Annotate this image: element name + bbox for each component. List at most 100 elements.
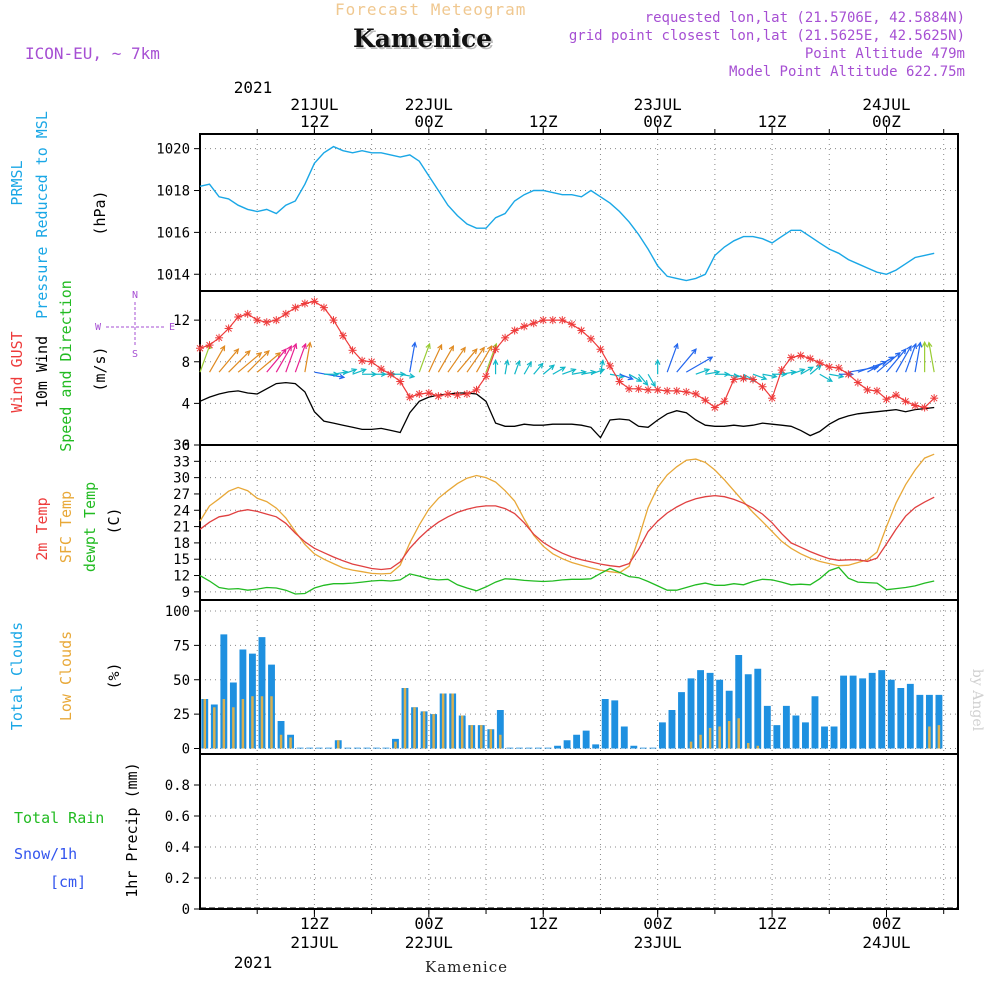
low-cloud-bar bbox=[279, 734, 283, 749]
wind-arrow-head bbox=[425, 342, 431, 350]
gust-marker bbox=[777, 366, 786, 375]
gust-marker bbox=[339, 331, 348, 340]
total-cloud-bar bbox=[735, 655, 743, 749]
gust-marker-d2 bbox=[301, 300, 309, 307]
y-tick-label: 75 bbox=[173, 638, 190, 654]
gust-marker bbox=[482, 372, 491, 381]
wind-arrow-head bbox=[921, 340, 928, 347]
y-tick-label: 0 bbox=[182, 902, 190, 918]
gust-marker bbox=[729, 375, 738, 384]
wind-arrow bbox=[695, 368, 711, 375]
wind-arrow-shaft bbox=[695, 368, 710, 375]
gust-marker-d2 bbox=[196, 344, 204, 352]
gust-marker-d2 bbox=[806, 355, 814, 362]
wind-arrow-shaft bbox=[542, 364, 555, 375]
wind-arrow-shaft bbox=[199, 343, 211, 373]
wind-series bbox=[196, 297, 939, 439]
gust-marker bbox=[911, 401, 920, 410]
total-cloud-bar bbox=[630, 745, 638, 749]
bottom-hour-label: 00Z bbox=[872, 914, 901, 933]
wind-arrow-head bbox=[286, 345, 292, 352]
wind-arrow-head bbox=[504, 359, 510, 366]
wind-arrow-shaft bbox=[685, 356, 713, 373]
gust-marker bbox=[405, 393, 414, 402]
wind-arrow bbox=[342, 368, 358, 375]
wind-arrow-shaft bbox=[456, 348, 478, 373]
wind-arrow-shaft bbox=[256, 352, 281, 373]
y-tick-label: 18 bbox=[173, 536, 190, 552]
gust-marker-d2 bbox=[206, 341, 213, 349]
gust-marker bbox=[539, 316, 548, 325]
low-cloud-bar bbox=[232, 707, 235, 749]
wind-arrow bbox=[904, 342, 918, 373]
gust-marker-d2 bbox=[768, 394, 776, 402]
low-cloud-bar bbox=[937, 725, 941, 749]
gust-marker bbox=[749, 375, 758, 384]
gust-marker-d2 bbox=[473, 386, 480, 394]
gust-marker bbox=[434, 392, 443, 401]
low-cloud-bar bbox=[432, 714, 435, 749]
total-cloud-bar bbox=[573, 734, 581, 749]
wind-arrow-head bbox=[599, 359, 605, 366]
total-cloud-bar bbox=[325, 747, 333, 749]
gust-marker-d2 bbox=[415, 390, 423, 398]
gust-marker-d2 bbox=[501, 334, 509, 342]
wind-arrow-head bbox=[437, 343, 443, 350]
gust-marker bbox=[768, 394, 777, 403]
wind-arrow bbox=[876, 352, 901, 373]
wind-arrow bbox=[619, 373, 634, 381]
cloud-series bbox=[201, 634, 943, 749]
gust-marker-d2 bbox=[711, 404, 719, 411]
bottom-hour-label: 00Z bbox=[643, 914, 672, 933]
total-cloud-bar bbox=[725, 690, 733, 749]
wind-arrow-shaft bbox=[466, 347, 485, 373]
y-tick-label: 4 bbox=[182, 396, 190, 412]
total-cloud-bar bbox=[601, 699, 609, 749]
gust-marker bbox=[834, 364, 843, 372]
gust-marker-d2 bbox=[597, 345, 604, 353]
top-year: 2021 bbox=[234, 78, 273, 97]
gust-marker-d2 bbox=[759, 383, 766, 391]
gust-marker bbox=[262, 318, 271, 327]
wind-arrow-shaft bbox=[228, 350, 251, 373]
gust-marker bbox=[319, 303, 328, 312]
low-cloud-bar bbox=[451, 693, 454, 749]
wind-arrow bbox=[752, 373, 768, 381]
total-cloud-bar bbox=[830, 726, 838, 749]
wind-arrow-shaft bbox=[447, 347, 466, 373]
panel-frame bbox=[199, 290, 959, 446]
top-date-label: 22JUL bbox=[405, 95, 453, 114]
gust-marker bbox=[701, 396, 710, 405]
gust-marker-d2 bbox=[844, 370, 852, 378]
y-tick-label: 12 bbox=[173, 569, 190, 585]
wind-arrow-shaft bbox=[790, 368, 805, 375]
bottom-hour-label: 12Z bbox=[529, 914, 558, 933]
y-tick-label: 8 bbox=[182, 355, 190, 371]
gust-marker bbox=[205, 341, 214, 350]
wind-arrow-shaft bbox=[609, 373, 624, 378]
wind-arrow-head bbox=[894, 352, 901, 358]
wind-arrow-head bbox=[292, 342, 298, 350]
gust-marker bbox=[825, 362, 834, 371]
low-cloud-bar bbox=[727, 721, 731, 749]
wind-arrow bbox=[285, 342, 298, 373]
gust-marker-d2 bbox=[454, 391, 461, 399]
total-cloud-bar bbox=[906, 683, 914, 749]
wind-arrow-head bbox=[627, 374, 634, 381]
gust-marker-d2 bbox=[444, 390, 452, 398]
gust-marker bbox=[329, 316, 338, 325]
location-name: Kamenice bbox=[353, 24, 493, 53]
wind-arrow bbox=[542, 364, 555, 375]
wind-arrow-head bbox=[333, 371, 340, 378]
wind-arrow bbox=[218, 348, 240, 373]
gust-marker bbox=[224, 324, 233, 333]
top-hour-label: 12Z bbox=[758, 112, 787, 131]
bottom-date-label: 23JUL bbox=[634, 933, 682, 952]
wind-arrow-shaft bbox=[504, 360, 509, 375]
gust-marker bbox=[462, 390, 471, 399]
wind-arrow-shaft bbox=[867, 356, 894, 373]
wind-arrow-shaft bbox=[914, 342, 921, 373]
label-total-rain: Total Rain bbox=[14, 809, 105, 827]
low-cloud-bar bbox=[394, 741, 397, 749]
